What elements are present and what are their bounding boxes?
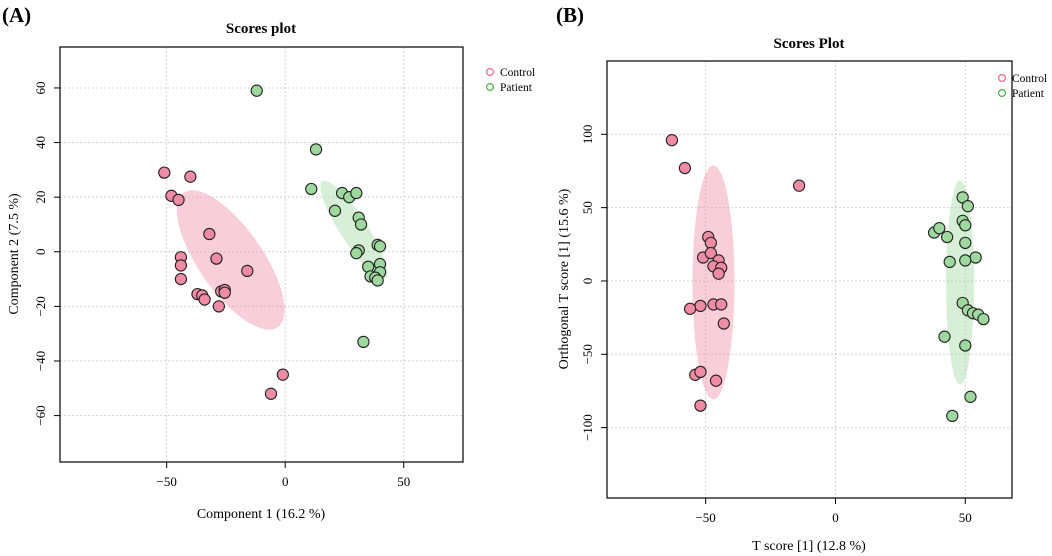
y-tick-label: −40 — [33, 351, 48, 371]
data-point-patient — [943, 255, 956, 269]
data-point-control — [792, 179, 806, 192]
legend-label-control: Control — [1012, 73, 1047, 85]
panel-a: (A) Scores plot −50 0 50 −60 −40 −20 0 20 40 60 Comp… — [2, 3, 535, 522]
panel-label: (B) — [556, 3, 584, 27]
data-point-control — [158, 166, 171, 179]
data-point-patient — [350, 186, 363, 200]
data-point-control — [174, 272, 188, 286]
data-point-patient — [357, 335, 370, 349]
confidence-ellipse-control — [692, 165, 735, 400]
legend-label-patient: Patient — [1012, 88, 1045, 100]
confidence-ellipse-patient — [946, 180, 975, 385]
legend-marker-control — [486, 67, 495, 76]
y-tick-label: 40 — [33, 136, 48, 149]
data-point-patient — [977, 312, 990, 326]
x-tick-label: 0 — [832, 510, 839, 525]
data-point-patient — [328, 204, 342, 217]
data-point-patient — [933, 222, 946, 235]
data-point-control — [184, 170, 197, 183]
y-tick-label: −100 — [580, 414, 595, 441]
panel-label: (A) — [2, 3, 31, 27]
data-point-control — [198, 293, 211, 306]
data-point-control — [210, 252, 223, 265]
data-point-patient — [938, 330, 951, 343]
data-point-patient — [309, 143, 323, 156]
data-point-control — [665, 134, 679, 147]
y-tick-label: −60 — [33, 405, 48, 425]
plot-title: Scores plot — [226, 21, 296, 37]
data-point-patient — [350, 246, 363, 260]
data-point-control — [172, 193, 185, 207]
y-tick-label: −20 — [33, 296, 48, 316]
y-tick-label: 60 — [33, 81, 48, 94]
data-point-control — [241, 264, 254, 278]
x-axis-label: Component 1 (16.2 %) — [197, 507, 326, 522]
y-axis-label: Orthogonal T score [1] (15.6 %) — [557, 188, 572, 369]
legend-label-patient: Patient — [500, 82, 533, 94]
x-tick-label: 50 — [959, 510, 972, 525]
data-point-patient — [371, 274, 384, 287]
plot-frame — [59, 46, 464, 463]
data-point-control — [276, 368, 289, 381]
y-axis-label: Component 2 (7.5 %) — [7, 193, 22, 315]
y-tick-label: 100 — [580, 125, 595, 145]
y-tick-label: 50 — [580, 201, 595, 214]
confidence-ellipse-control — [176, 190, 285, 330]
legend-label-control: Control — [500, 67, 535, 79]
y-tick-label: 20 — [33, 191, 48, 204]
data-point-patient — [354, 218, 368, 231]
data-point-control — [203, 227, 216, 241]
data-point-patient — [969, 251, 982, 264]
data-point-control — [683, 302, 697, 315]
y-tick-label: 0 — [580, 278, 595, 285]
y-tick-label: 0 — [33, 249, 48, 256]
data-point-patient — [940, 230, 954, 244]
data-point-control — [694, 299, 707, 313]
data-point-control — [709, 374, 723, 387]
legend-marker-patient — [997, 88, 1006, 97]
data-point-patient — [373, 240, 387, 253]
data-point-patient — [964, 390, 977, 403]
data-point-patient — [959, 254, 972, 267]
data-point-control — [218, 286, 231, 299]
y-tick-label: −50 — [580, 344, 595, 364]
data-point-control — [678, 161, 692, 175]
x-tick-label: 0 — [282, 474, 289, 489]
data-point-patient — [959, 339, 972, 352]
x-axis-label: T score [1] (12.8 %) — [752, 539, 866, 554]
data-point-patient — [250, 84, 263, 97]
x-tick-label: 50 — [397, 474, 410, 489]
plot-title: Scores Plot — [774, 36, 845, 52]
data-point-patient — [305, 182, 318, 196]
x-tick-label: −50 — [695, 510, 715, 525]
data-point-control — [704, 236, 717, 249]
x-tick-label: −50 — [157, 474, 177, 489]
data-point-control — [694, 365, 707, 379]
data-point-patient — [961, 200, 975, 213]
data-point-patient — [946, 409, 959, 423]
legend-marker-control — [997, 73, 1006, 82]
data-point-control — [212, 300, 225, 313]
data-point-control — [717, 317, 730, 330]
data-point-control — [264, 387, 278, 400]
plot-frame — [606, 60, 1013, 499]
panel-b: (B) Scores Plot −50 0 50 −100 −50 0 50 100 T score… — [556, 3, 1047, 554]
data-point-patient — [959, 236, 972, 249]
data-point-control — [715, 298, 728, 311]
data-point-control — [712, 267, 725, 280]
data-point-control — [174, 259, 188, 272]
data-point-patient — [959, 219, 972, 232]
data-point-control — [704, 246, 717, 260]
legend-marker-patient — [486, 82, 495, 91]
data-point-control — [694, 399, 707, 412]
